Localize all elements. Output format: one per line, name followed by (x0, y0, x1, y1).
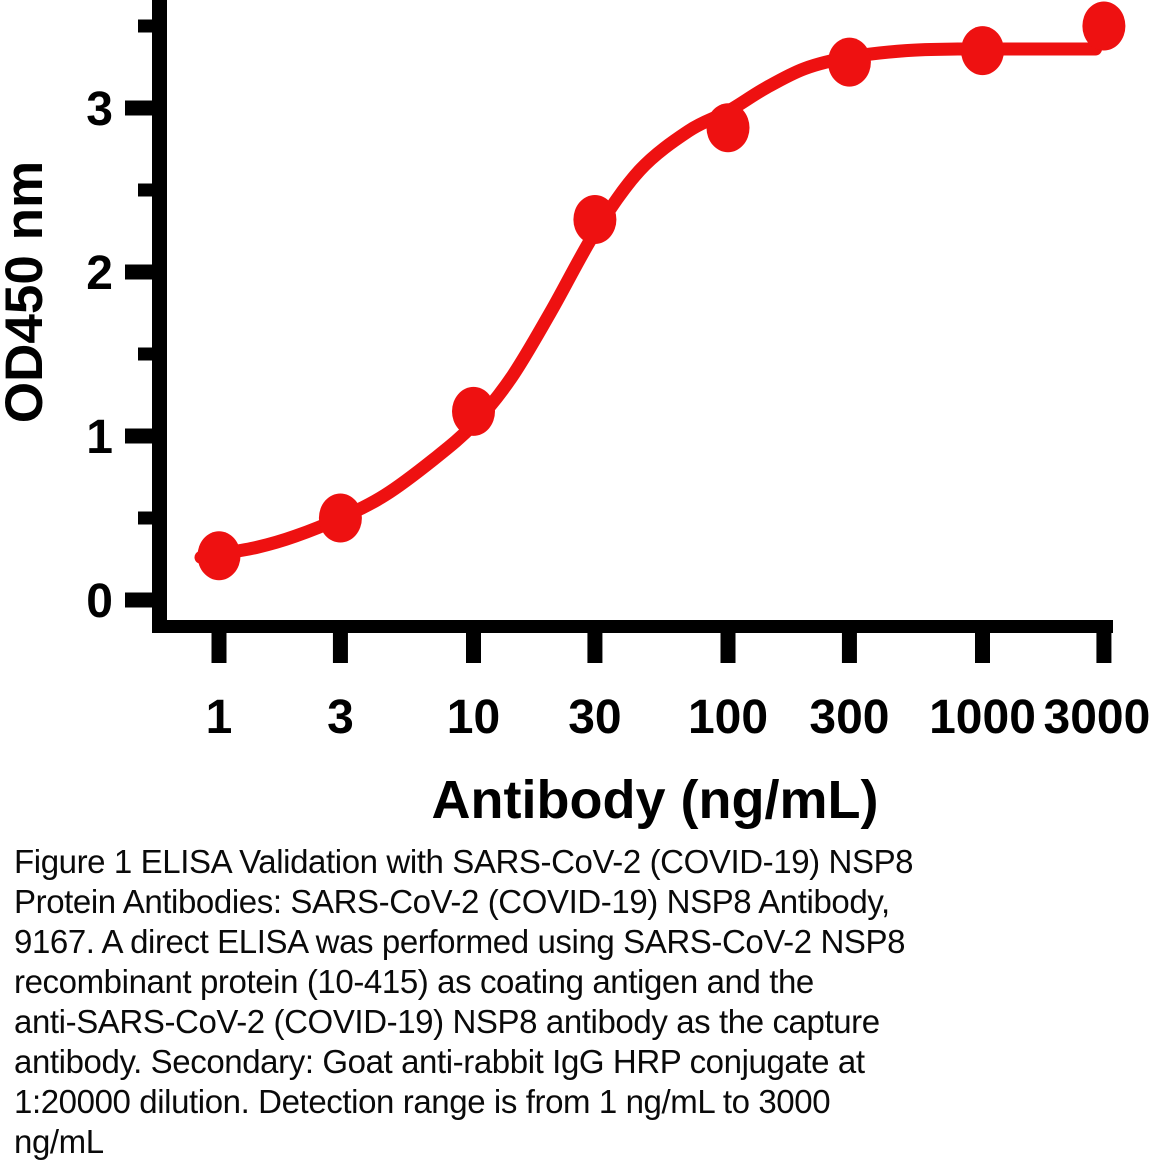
y-tick-label: 0 (86, 575, 113, 628)
y-tick-label: 3 (86, 83, 113, 136)
data-point (706, 103, 750, 153)
x-tick (587, 633, 603, 663)
x-tick (1096, 633, 1112, 663)
x-tick-label: 300 (809, 691, 889, 744)
x-tick (332, 633, 348, 663)
x-tick-label: 1000 (929, 691, 1036, 744)
x-tick-label: 3 (327, 691, 354, 744)
data-point (573, 195, 617, 244)
x-axis-line (152, 620, 1113, 633)
data-point (1082, 1, 1126, 51)
y-minor-tick (138, 183, 152, 197)
y-axis-line (152, 0, 167, 633)
x-tick (211, 633, 227, 663)
y-tick-label: 2 (86, 247, 113, 300)
x-tick (841, 633, 857, 663)
x-tick (720, 633, 736, 663)
x-tick-label: 3000 (1044, 691, 1150, 744)
figure-caption: Figure 1 ELISA Validation with SARS-CoV-… (14, 843, 914, 1160)
y-minor-tick (138, 19, 152, 33)
y-major-tick (125, 100, 152, 116)
data-point (452, 386, 495, 436)
y-major-tick (125, 264, 152, 280)
elisa-dose-response-chart: 0 1 2 3 1 3 10 30 100 300 1000 3000 OD450 nm Antibody… (0, 0, 1150, 830)
y-minor-tick (138, 511, 152, 525)
x-tick (975, 633, 990, 663)
y-axis-title: OD450 nm (0, 161, 54, 423)
x-tick (466, 633, 481, 663)
fit-curve (194, 42, 1102, 564)
y-tick-label: 1 (86, 411, 113, 464)
y-major-tick (125, 428, 152, 444)
data-point (827, 37, 871, 87)
x-tick-label: 30 (568, 691, 621, 744)
x-tick-label: 10 (447, 691, 500, 744)
y-major-tick (125, 592, 152, 608)
data-point (961, 26, 1004, 76)
y-minor-tick (138, 347, 152, 361)
data-point (318, 493, 362, 543)
data-point (197, 531, 241, 581)
x-axis-title: Antibody (ng/mL) (432, 770, 879, 830)
x-tick-label: 1 (206, 691, 233, 744)
x-tick-label: 100 (688, 691, 768, 744)
